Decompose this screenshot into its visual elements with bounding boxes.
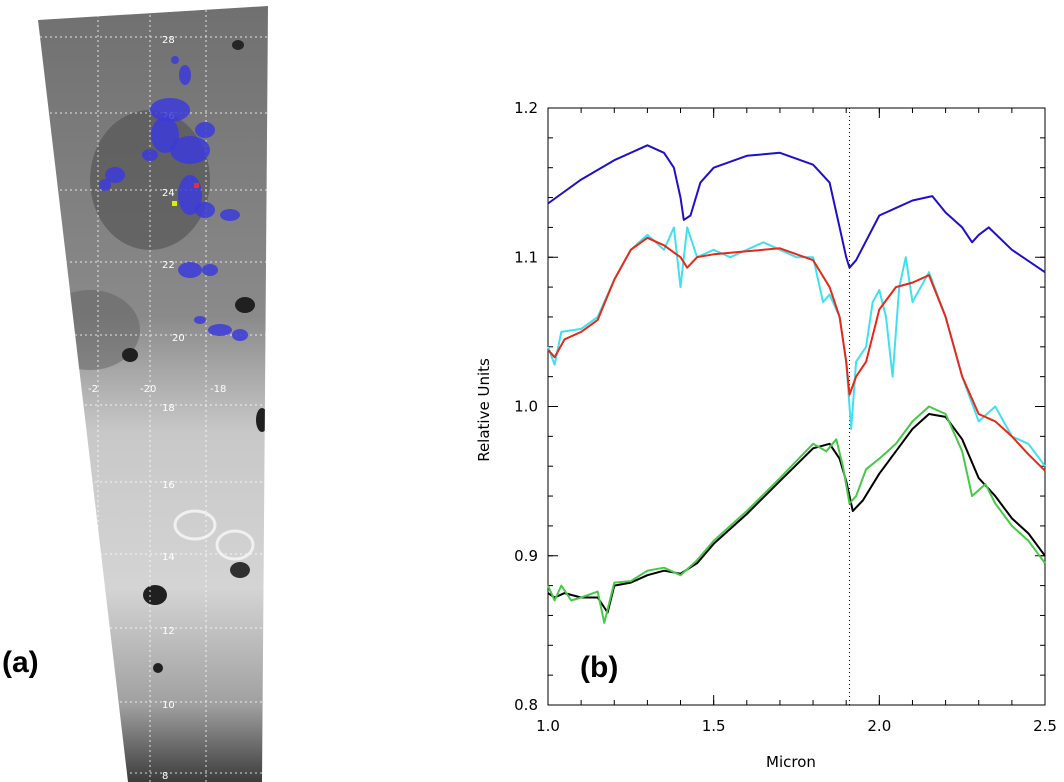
- overlay-blob: [105, 167, 125, 183]
- latitude-label: 28: [162, 35, 175, 46]
- dark-crater: [235, 297, 255, 313]
- latitude-label: 24: [162, 188, 175, 199]
- plot-frame: [547, 107, 1046, 706]
- overlay-blob: [150, 98, 190, 122]
- map-longitude-labels: -2 -20 -18: [88, 384, 226, 395]
- series-line-1: [547, 144, 1046, 274]
- dark-crater: [232, 40, 244, 50]
- latitude-label: 14: [162, 552, 175, 563]
- y-tick-label: 1.0: [514, 398, 538, 416]
- red-marker: [194, 183, 199, 188]
- yellow-marker: [172, 201, 177, 206]
- series-line-3: [547, 236, 1046, 472]
- series-line-5: [547, 405, 1046, 624]
- latitude-label: 10: [162, 700, 175, 711]
- dark-crater: [122, 348, 138, 362]
- x-tick-label: 1.5: [702, 717, 726, 735]
- x-axis-label: Micron: [766, 753, 816, 771]
- longitude-label: -20: [140, 384, 156, 395]
- overlay-blob: [208, 324, 232, 336]
- latitude-label: 22: [162, 260, 175, 271]
- dark-crater: [230, 562, 250, 578]
- latitude-label: 8: [162, 771, 168, 782]
- plot-border: [547, 107, 1046, 706]
- overlay-blob: [195, 202, 215, 218]
- overlay-blob: [232, 329, 248, 341]
- dark-crater: [143, 585, 167, 605]
- x-tick-label: 1.0: [536, 717, 560, 735]
- latitude-label: 12: [162, 626, 175, 637]
- overlay-blob: [99, 179, 111, 191]
- overlay-blob: [220, 209, 240, 221]
- bright-crater: [215, 529, 255, 561]
- overlay-blob: [195, 122, 215, 138]
- y-tick-label: 0.8: [514, 696, 538, 714]
- y-axis-ticks: 0.8 0.9 1.0 1.1 1.2: [514, 99, 1045, 714]
- y-tick-label: 0.9: [514, 547, 538, 565]
- panel-b-label: (b): [580, 651, 618, 684]
- overlay-blob: [202, 264, 218, 276]
- latitude-label: 20: [172, 333, 185, 344]
- y-tick-label: 1.1: [514, 248, 538, 266]
- longitude-label: -18: [210, 384, 226, 395]
- x-tick-label: 2.0: [867, 717, 891, 735]
- overlay-blob: [179, 65, 191, 85]
- series-layer: [547, 144, 1046, 624]
- y-axis-label: Relative Units: [475, 358, 493, 462]
- overlay-blob: [142, 149, 158, 161]
- overlay-blob: [194, 316, 206, 324]
- overlay-blob: [171, 56, 179, 64]
- blue-detection-overlay: [99, 56, 248, 341]
- latitude-label: 16: [162, 480, 175, 491]
- y-tick-label: 1.2: [514, 99, 538, 117]
- bright-crater: [173, 509, 217, 541]
- dark-crater: [153, 663, 163, 673]
- overlay-blob: [178, 262, 202, 278]
- latitude-label: 18: [162, 403, 175, 414]
- x-tick-label: 2.5: [1033, 717, 1057, 735]
- map-panel: 282624222018161412108 -2-20-18 (a): [2, 6, 268, 782]
- x-axis-ticks: 1.0 1.5 2.0 2.5: [536, 108, 1057, 735]
- panel-a-label: (a): [2, 646, 39, 679]
- longitude-label: -2: [88, 384, 98, 395]
- overlay-blob: [170, 136, 210, 164]
